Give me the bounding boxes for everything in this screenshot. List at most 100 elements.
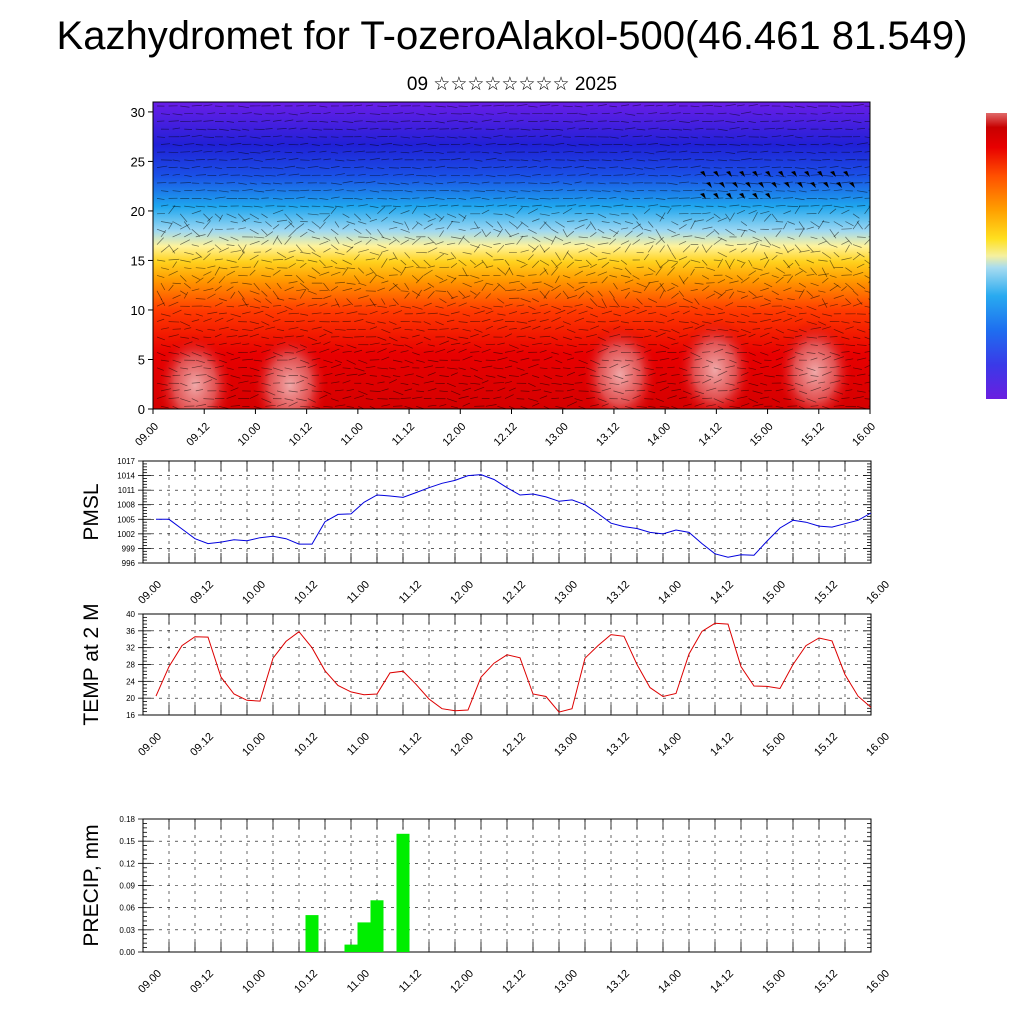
wind-barb [214,317,224,322]
wind-barb [752,390,763,394]
wind-barb [671,310,680,315]
wind-barb [296,136,304,139]
wind-barb [706,267,716,271]
wind-barb [346,236,353,242]
wind-barb [307,290,317,295]
wind-barb [585,259,592,266]
wind-barb [230,313,242,318]
wind-barb [659,373,667,376]
wind-barb [706,144,716,146]
wind-barb [566,204,577,207]
wind-barb [551,134,562,138]
wind-barb [516,119,524,122]
wind-barb [609,320,619,322]
wind-barb [659,260,669,268]
wind-barb [184,205,195,208]
wind-barb [531,245,539,253]
wind-barb [404,344,413,349]
wind-barb [392,310,403,315]
wind-barb [458,395,469,399]
wind-barb [330,303,339,307]
wind-barb [856,282,866,289]
wind-barb [794,270,803,276]
wind-barb [566,230,575,238]
wind-barb [392,359,403,363]
wind-barb [528,165,537,168]
x-tick-label: 16.00 [864,731,892,759]
y-tick-label: 32 [126,644,135,653]
wind-barb [752,158,763,161]
wind-barb [450,405,458,409]
y-tick-label: 1005 [117,515,135,524]
wind-barb [272,105,281,107]
wind-barb [504,166,513,168]
wind-barb [659,128,669,131]
wind-barb [284,165,296,168]
wind-barb [265,298,272,304]
wind-barb [481,259,488,268]
wind-barb [528,228,537,234]
wind-barb [798,312,807,315]
wind-barb [566,252,574,259]
wind-barb [609,259,620,262]
heat-blob [252,333,328,409]
y-tick-label: 0.12 [119,859,135,868]
wind-barb [288,173,300,176]
wind-barb [667,244,672,252]
wind-barb [253,113,263,115]
wind-barb [632,382,643,385]
wind-barb [729,127,740,130]
wind-barb [392,344,404,347]
wind-barb [493,104,505,107]
wind-flag [817,171,823,177]
wind-barb [736,367,747,370]
wind-barb [551,336,558,341]
wind-barb [729,313,739,317]
wind-barb [242,343,250,346]
wind-barb [311,221,320,228]
wind-barb [160,267,170,270]
wind-barb [439,112,447,115]
wind-barb [354,166,364,168]
wind-barb [613,112,622,115]
wind-barb [620,259,628,265]
x-tick-label: 11.12 [397,731,424,758]
wind-barb [334,312,344,315]
wind-barb [590,281,598,284]
wind-barb [238,380,249,384]
wind-barb [276,128,287,130]
wind-barb [856,127,866,130]
wind-barb [597,398,607,403]
wind-barb [423,365,434,369]
wind-barb [427,328,438,331]
wind-barb [412,167,422,170]
wind-barb [578,292,585,299]
wind-barb [528,319,537,322]
wind-flag [784,182,790,188]
wind-barb [566,328,576,333]
wind-barb [450,277,457,284]
wind-barb [404,292,410,299]
wind-barb [740,295,749,299]
wind-barb [775,127,785,130]
wind-flag [771,182,777,188]
y-tick-label: 5 [138,352,145,367]
wind-barb [191,256,202,261]
wind-barb [172,233,181,238]
temperature-series-line [155,622,872,713]
wind-barb [833,343,845,346]
wind-barb [597,348,609,353]
wind-barb [311,326,322,330]
wind-barb [852,244,862,248]
wind-barb [180,259,191,263]
wind-barb [845,221,854,227]
wind-barb [296,366,307,369]
wind-barb [516,288,525,292]
wind-barb [342,303,351,307]
wind-barb [644,367,654,371]
wind-barb [821,298,828,308]
wind-barb [284,352,294,354]
wind-barb [284,367,293,370]
wind-barb [810,221,820,228]
